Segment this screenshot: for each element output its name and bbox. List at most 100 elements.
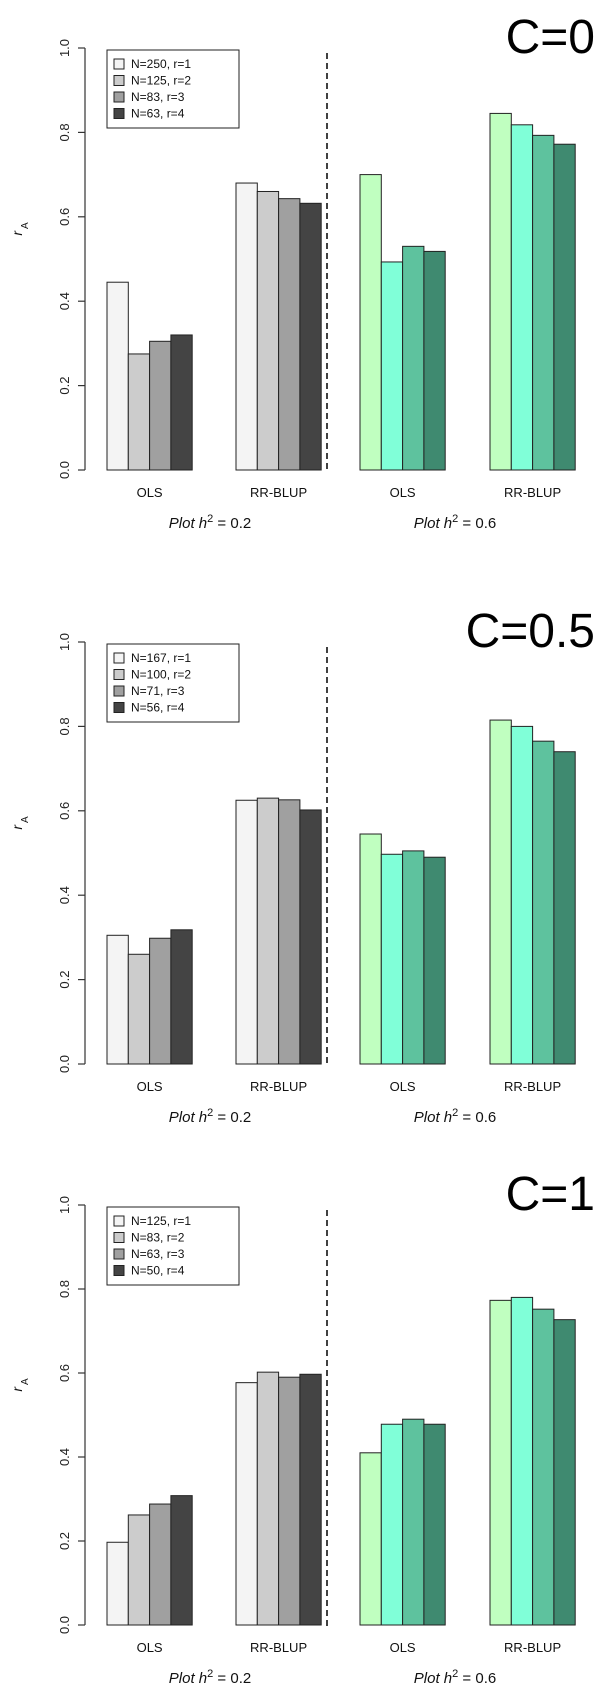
group-label-suffix: = 0.6 <box>458 1670 496 1687</box>
bar-gray-rr-blup-1 <box>235 1382 258 1626</box>
category-label: RR-BLUP <box>250 485 307 500</box>
legend-item-label: N=83, r=3 <box>131 90 185 104</box>
legend-swatch <box>113 1215 125 1227</box>
y-tick-label: 0.0 <box>57 1616 72 1634</box>
group-label-suffix: = 0.6 <box>458 1109 496 1126</box>
bar-green-ols-4 <box>423 856 446 1065</box>
y-axis-label: rA <box>9 222 31 236</box>
category-label: OLS <box>137 1640 163 1655</box>
category-label: RR-BLUP <box>504 485 561 500</box>
bar-gray-rr-blup-3 <box>278 198 301 471</box>
y-tick-label: 0.6 <box>57 802 72 820</box>
group-label-sup: 2 <box>452 1668 458 1680</box>
bar-green-ols-1 <box>359 174 382 471</box>
group-label: Plot h2 = 0.2 <box>169 513 251 532</box>
bar-green-ols-4 <box>423 1423 446 1626</box>
legend-swatch <box>113 1265 125 1276</box>
legend-swatch <box>113 58 125 70</box>
y-tick-label: 0.6 <box>57 1364 72 1382</box>
bar-green-rr-blup-3 <box>532 1308 555 1626</box>
bar-gray-rr-blup-4 <box>299 202 322 471</box>
legend-box <box>106 1206 240 1286</box>
group-label: Plot h2 = 0.2 <box>169 1668 251 1687</box>
legend-swatch <box>113 91 125 103</box>
category-label: OLS <box>390 1079 416 1094</box>
bar-gray-ols-3 <box>149 340 172 471</box>
group-label-suffix: = 0.2 <box>213 515 251 532</box>
bar-green-rr-blup-2 <box>510 725 534 1065</box>
legend-item-label: N=63, r=3 <box>131 1247 185 1261</box>
corner-label: C=1 <box>506 1168 595 1221</box>
category-label: OLS <box>390 485 416 500</box>
y-tick-label: 1.0 <box>57 39 72 57</box>
y-axis-label-main: r <box>9 824 25 830</box>
bar-gray-ols-4 <box>170 1495 193 1626</box>
legend-swatch <box>113 685 125 697</box>
group-label-prefix: Plot h <box>169 1670 207 1687</box>
bar-green-ols-2 <box>380 1423 404 1626</box>
category-label: OLS <box>137 1079 163 1094</box>
y-tick-label: 0.6 <box>57 208 72 226</box>
y-tick-label: 0.2 <box>57 1532 72 1550</box>
legend-swatch <box>113 652 125 664</box>
y-tick-label: 0.4 <box>57 292 72 310</box>
group-label: Plot h2 = 0.6 <box>414 1107 496 1126</box>
group-label-prefix: Plot h <box>169 1109 207 1126</box>
corner-label: C=0 <box>506 11 595 64</box>
bar-gray-ols-1 <box>106 1541 129 1626</box>
legend-item-label: N=125, r=1 <box>131 1214 191 1228</box>
bar-gray-ols-1 <box>106 281 129 471</box>
bar-green-rr-blup-3 <box>532 134 555 471</box>
group-label-sup: 2 <box>452 1107 458 1119</box>
group-label-prefix: Plot h <box>414 1109 452 1126</box>
group-label-prefix: Plot h <box>414 1670 452 1687</box>
bar-gray-ols-1 <box>106 934 129 1065</box>
bar-gray-rr-blup-2 <box>256 190 280 471</box>
bar-green-rr-blup-3 <box>532 740 555 1065</box>
y-tick-label: 1.0 <box>57 633 72 651</box>
y-tick-label: 0.8 <box>57 123 72 141</box>
group-label-suffix: = 0.2 <box>213 1109 251 1126</box>
bar-green-ols-3 <box>402 1418 425 1626</box>
bar-gray-ols-2 <box>127 1514 151 1626</box>
group-label-suffix: = 0.6 <box>458 515 496 532</box>
group-label-prefix: Plot h <box>169 515 207 532</box>
bar-green-ols-3 <box>402 245 425 471</box>
bar-gray-rr-blup-4 <box>299 809 322 1065</box>
corner-label: C=0.5 <box>466 605 595 658</box>
group-label: Plot h2 = 0.6 <box>414 1668 496 1687</box>
group-label-sup: 2 <box>207 1107 213 1119</box>
y-tick-label: 1.0 <box>57 1196 72 1214</box>
bar-gray-rr-blup-4 <box>299 1373 322 1626</box>
bar-gray-rr-blup-3 <box>278 1376 301 1626</box>
bar-green-rr-blup-1 <box>489 1299 512 1626</box>
legend-swatch <box>113 669 125 680</box>
legend-swatch <box>113 108 125 119</box>
group-label: Plot h2 = 0.2 <box>169 1107 251 1126</box>
group-label-sup: 2 <box>452 513 458 525</box>
bar-gray-rr-blup-1 <box>235 799 258 1065</box>
legend-swatch <box>113 1232 125 1243</box>
y-tick-label: 0.2 <box>57 377 72 395</box>
bar-gray-ols-4 <box>170 929 193 1065</box>
bar-gray-rr-blup-2 <box>256 1371 280 1626</box>
bar-green-rr-blup-2 <box>510 1296 534 1626</box>
y-tick-label: 0.0 <box>57 461 72 479</box>
y-axis-label: rA <box>9 816 31 830</box>
group-label-suffix: = 0.2 <box>213 1670 251 1687</box>
legend-swatch <box>113 702 125 713</box>
bar-green-ols-1 <box>359 833 382 1065</box>
bar-green-rr-blup-1 <box>489 719 512 1065</box>
y-axis-label-sub: A <box>20 816 31 823</box>
bar-green-ols-3 <box>402 850 425 1065</box>
legend-box <box>106 49 240 129</box>
category-label: RR-BLUP <box>504 1079 561 1094</box>
y-tick-label: 0.2 <box>57 971 72 989</box>
legend-item-label: N=50, r=4 <box>131 1264 185 1278</box>
legend-swatch <box>113 75 125 86</box>
group-label-sup: 2 <box>207 1668 213 1680</box>
bar-gray-rr-blup-3 <box>278 799 301 1065</box>
